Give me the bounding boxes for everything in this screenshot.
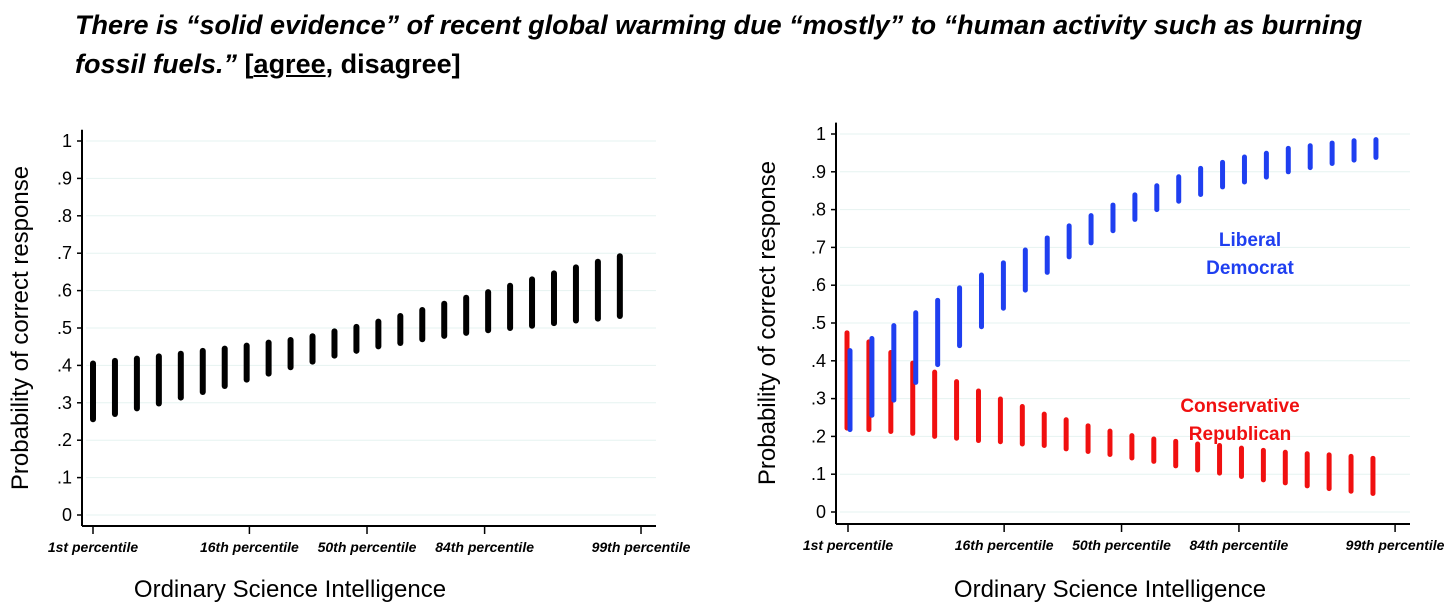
- x-tick-label: 1st percentile: [48, 539, 138, 555]
- x-axis-label: Ordinary Science Intelligence: [954, 576, 1266, 603]
- y-tick-label: .3: [811, 389, 826, 409]
- y-tick-label: .3: [57, 393, 72, 413]
- statement: There is “solid evidence” of recent glob…: [75, 10, 1363, 79]
- y-tick-label: .1: [57, 468, 72, 488]
- x-tick-label: 99th percentile: [1346, 537, 1445, 553]
- x-tick-label: 50th percentile: [318, 539, 417, 555]
- y-tick-label: 0: [816, 502, 826, 522]
- y-tick-label: .6: [57, 281, 72, 301]
- series-label: Liberal: [1219, 230, 1281, 251]
- y-axis-label: Probability of correct response: [754, 161, 781, 485]
- y-tick-label: .2: [811, 426, 826, 446]
- y-tick-label: .6: [811, 275, 826, 295]
- y-axis-label: Probability of correct response: [7, 166, 34, 490]
- series-label: Conservative: [1180, 396, 1299, 417]
- y-tick-label: .1: [811, 464, 826, 484]
- x-tick-label: 50th percentile: [1072, 537, 1171, 553]
- correct-option: agree: [253, 49, 326, 79]
- series-label: Republican: [1189, 424, 1291, 445]
- x-tick-label: 84th percentile: [1190, 537, 1289, 553]
- y-tick-label: .5: [57, 318, 72, 338]
- y-tick-label: .8: [57, 206, 72, 226]
- y-tick-label: .8: [811, 200, 826, 220]
- x-tick-label: 99th percentile: [592, 539, 691, 555]
- open-bracket: [: [237, 49, 254, 79]
- y-tick-label: .4: [57, 355, 72, 375]
- y-tick-label: 1: [62, 131, 72, 151]
- other-options: , disagree]: [325, 49, 461, 79]
- chart-title: There is “solid evidence” of recent glob…: [75, 6, 1375, 84]
- x-axis-label: Ordinary Science Intelligence: [134, 576, 446, 603]
- y-tick-label: 1: [816, 124, 826, 144]
- y-tick-label: .9: [57, 168, 72, 188]
- series-label: Democrat: [1206, 258, 1294, 279]
- x-tick-label: 16th percentile: [955, 537, 1054, 553]
- y-tick-label: .7: [57, 243, 72, 263]
- x-tick-label: 16th percentile: [200, 539, 299, 555]
- chart-panel-1: 0 .1 .2 .3 .4 .5 .6 .7 .8 .9 1 1st percentile 16th p…: [7, 129, 691, 603]
- y-tick-label: .7: [811, 237, 826, 257]
- chart-panel-2: 0 .1 .2 .3 .4 .5 .6 .7 .8 .9 1 1st percentile 16th p…: [754, 122, 1445, 603]
- x-tick-label: 84th percentile: [435, 539, 534, 555]
- y-tick-label: .9: [811, 162, 826, 182]
- y-tick-label: .5: [811, 313, 826, 333]
- y-tick-label: .2: [57, 430, 72, 450]
- y-tick-label: 0: [62, 505, 72, 525]
- y-tick-label: .4: [811, 351, 826, 371]
- x-tick-label: 1st percentile: [803, 537, 893, 553]
